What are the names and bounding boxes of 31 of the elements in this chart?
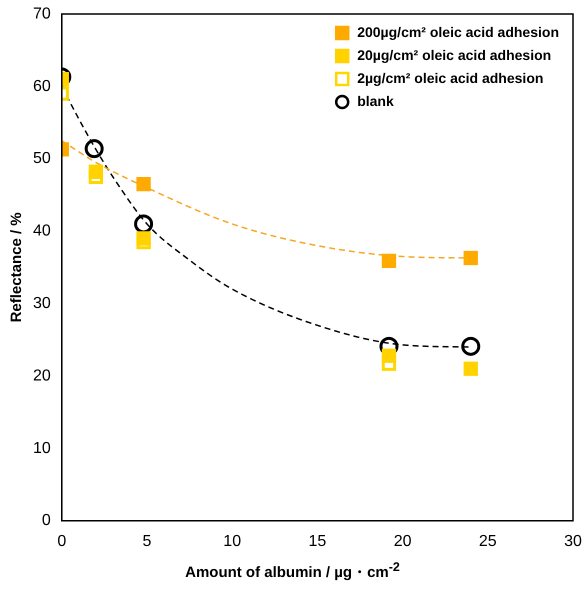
legend-label: 2µg/cm² oleic acid adhesion xyxy=(357,70,544,86)
legend-label: 20µg/cm² oleic acid adhesion xyxy=(357,46,552,63)
x-tick-label: 15 xyxy=(308,532,326,550)
point xyxy=(382,348,396,363)
legend-label: blank xyxy=(357,92,394,109)
y-tick-label: 10 xyxy=(33,440,51,457)
x-tick-label: 20 xyxy=(394,532,412,550)
y-tick-label: 30 xyxy=(33,295,51,312)
y-tick-label: 50 xyxy=(33,150,51,168)
point xyxy=(84,139,104,158)
y-tick-label: 0 xyxy=(42,512,51,530)
point xyxy=(461,336,480,356)
point xyxy=(464,250,478,266)
x-tick-label: 5 xyxy=(142,532,152,550)
y-tick-label: 70 xyxy=(33,5,51,22)
point xyxy=(136,231,151,246)
y-tick-label: 60 xyxy=(33,78,51,95)
point xyxy=(382,254,396,268)
point xyxy=(88,164,104,179)
x-tick-label: 10 xyxy=(223,532,242,550)
x-tick-label: 30 xyxy=(564,532,582,550)
legend-label: 200µg/cm² oleic acid adhesion xyxy=(357,24,560,40)
point xyxy=(136,176,151,192)
y-tick-label: 20 xyxy=(33,367,51,384)
point xyxy=(134,214,154,234)
x-tick-label: 0 xyxy=(57,532,66,550)
point xyxy=(464,362,478,376)
y-axis-title: Reflectance / % xyxy=(8,212,26,322)
y-tick-label: 40 xyxy=(33,222,51,240)
x-axis-title: Amount of albumin / µg・cm$^{-2}$ xyxy=(184,560,401,582)
x-tick-label: 25 xyxy=(478,532,497,550)
